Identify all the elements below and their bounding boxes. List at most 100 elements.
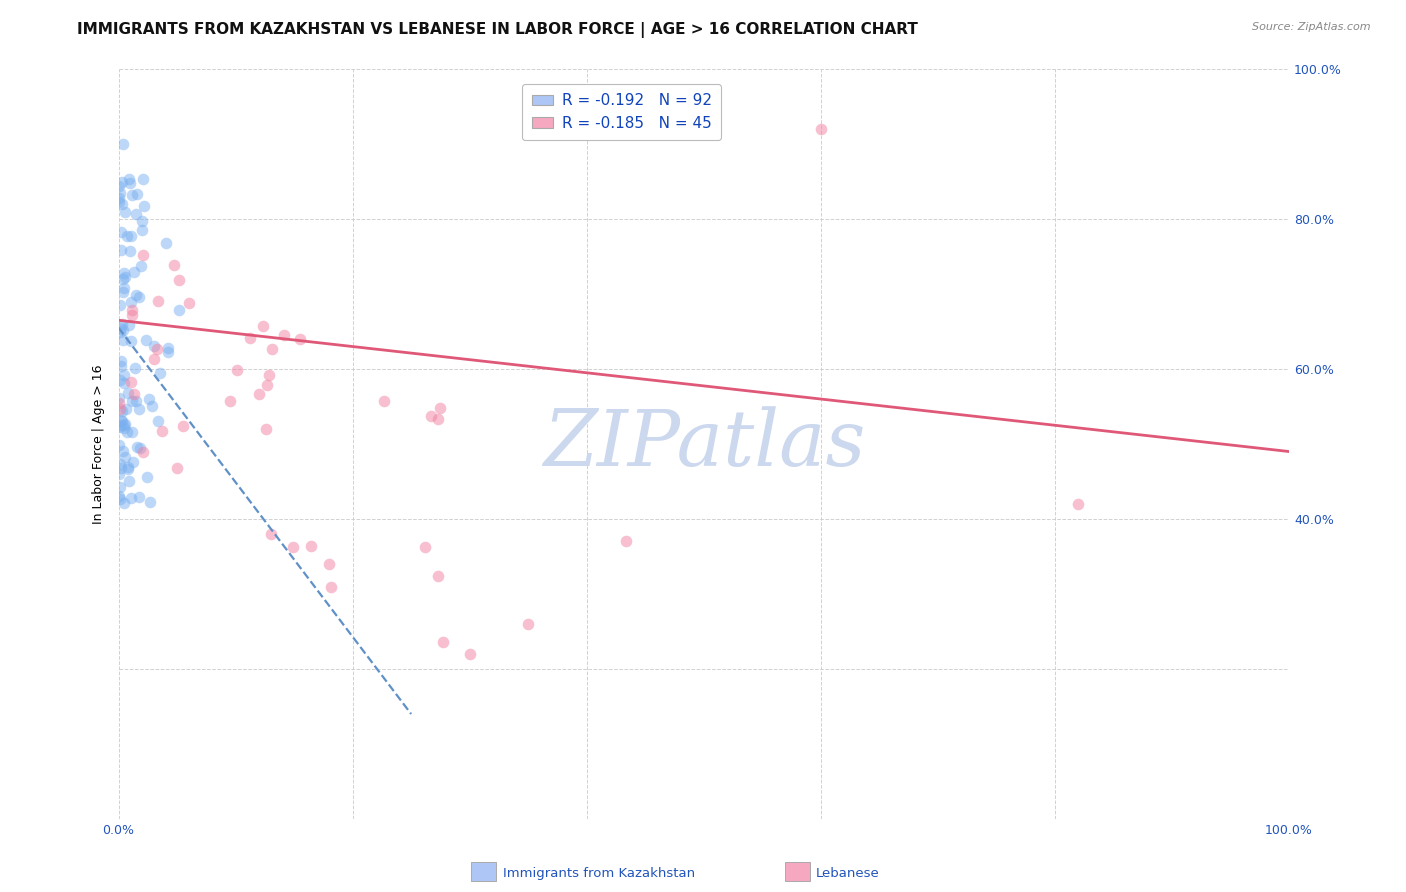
Y-axis label: In Labor Force | Age > 16: In Labor Force | Age > 16 (93, 364, 105, 524)
Point (121, 187, 143, 202)
Point (121, 308, 143, 322)
Point (254, 422, 277, 436)
Point (108, 438, 131, 452)
Point (129, 441, 152, 455)
Point (121, 302, 143, 317)
Point (150, 424, 173, 438)
Point (290, 332, 312, 346)
Point (172, 418, 194, 433)
Point (118, 244, 141, 258)
Point (163, 258, 186, 272)
Text: IMMIGRANTS FROM KAZAKHSTAN VS LEBANESE IN LABOR FORCE | AGE > 16 CORRELATION CHA: IMMIGRANTS FROM KAZAKHSTAN VS LEBANESE I… (77, 22, 918, 38)
Point (135, 333, 157, 347)
Point (110, 413, 132, 427)
Point (260, 527, 283, 541)
Point (111, 175, 134, 189)
Point (110, 491, 132, 506)
Point (427, 569, 450, 583)
Point (120, 491, 142, 505)
Point (108, 402, 131, 417)
Point (167, 273, 190, 287)
Point (112, 271, 135, 285)
Point (256, 378, 278, 392)
Point (108, 191, 131, 205)
Point (146, 294, 169, 309)
Point (156, 341, 179, 355)
Point (143, 351, 166, 366)
Point (110, 359, 132, 374)
Point (125, 287, 148, 301)
Point (517, 617, 540, 632)
Point (128, 490, 150, 504)
Point (413, 540, 436, 554)
Point (111, 414, 134, 428)
Legend: R = -0.192   N = 92, R = -0.185   N = 45: R = -0.192 N = 92, R = -0.185 N = 45 (523, 84, 721, 140)
Point (118, 176, 141, 190)
Point (110, 460, 132, 475)
Point (169, 303, 191, 318)
Point (108, 391, 131, 405)
Point (111, 196, 134, 211)
Point (247, 387, 270, 401)
Point (110, 353, 132, 368)
Point (129, 259, 152, 273)
Point (219, 394, 242, 409)
Point (128, 290, 150, 304)
Point (225, 362, 247, 376)
Point (149, 366, 172, 380)
Point (115, 228, 138, 243)
Point (111, 333, 134, 347)
Point (122, 387, 145, 401)
Point (112, 421, 135, 435)
Point (108, 420, 131, 434)
Point (283, 540, 305, 554)
Point (132, 248, 155, 262)
Point (110, 186, 132, 200)
Point (257, 368, 280, 383)
Point (155, 236, 177, 251)
Point (112, 266, 135, 280)
Point (238, 330, 260, 344)
Point (120, 228, 142, 243)
Point (111, 323, 134, 337)
Point (1067, 497, 1090, 511)
Point (118, 172, 141, 186)
Point (614, 534, 637, 549)
Point (110, 321, 132, 335)
Point (810, 122, 832, 136)
Point (321, 580, 343, 594)
Point (112, 444, 135, 458)
Point (135, 469, 157, 483)
Point (108, 480, 131, 494)
Point (373, 393, 395, 408)
Point (125, 206, 148, 220)
Point (122, 265, 145, 279)
Point (132, 172, 155, 186)
Point (110, 243, 132, 257)
Point (420, 409, 443, 423)
Point (141, 399, 163, 413)
Point (110, 457, 132, 471)
Point (131, 214, 153, 228)
Point (112, 376, 135, 390)
Point (121, 455, 143, 469)
Point (145, 342, 167, 356)
Point (110, 404, 132, 418)
Text: Lebanese: Lebanese (815, 867, 879, 880)
Point (108, 325, 131, 339)
Point (117, 386, 139, 401)
Point (108, 178, 131, 193)
Point (117, 461, 139, 475)
Point (117, 459, 139, 474)
Point (138, 392, 160, 406)
Point (108, 194, 131, 209)
Point (120, 334, 142, 349)
Point (120, 375, 142, 389)
Point (112, 368, 135, 383)
Point (128, 402, 150, 417)
Point (112, 417, 135, 432)
Point (156, 345, 179, 359)
Point (299, 539, 322, 553)
Point (114, 205, 136, 219)
Point (107, 467, 129, 481)
